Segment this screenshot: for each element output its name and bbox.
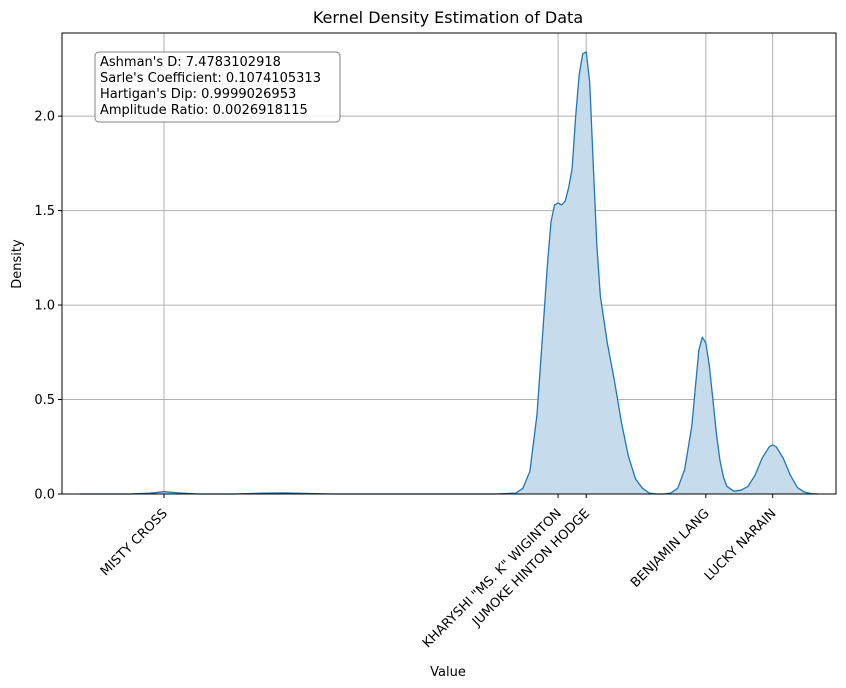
y-tick-label: 2.0 — [34, 110, 55, 125]
stat-sarles-coefficient: Sarle's Coefficient: 0.1074105313 — [100, 71, 321, 86]
y-tick-label: 0.0 — [34, 488, 55, 503]
stat-ashmans-d: Ashman's D: 7.4783102918 — [100, 55, 281, 70]
y-tick-label: 1.0 — [34, 299, 55, 314]
chart-title: Kernel Density Estimation of Data — [313, 8, 583, 27]
statistics-box-frame — [94, 51, 341, 123]
x-axis-label: Value — [430, 665, 466, 680]
y-axis-label: Density — [10, 239, 25, 289]
stat-hartigans-dip: Hartigan's Dip: 0.9999026953 — [100, 87, 296, 102]
statistics-box: Ashman's D: 7.4783102918 Sarle's Coeffic… — [94, 51, 341, 123]
plot-frame — [61, 32, 837, 495]
y-tick-label: 1.5 — [34, 204, 55, 219]
stat-amplitude-ratio: Amplitude Ratio: 0.0026918115 — [100, 103, 308, 118]
y-tick-label: 0.5 — [34, 393, 55, 408]
